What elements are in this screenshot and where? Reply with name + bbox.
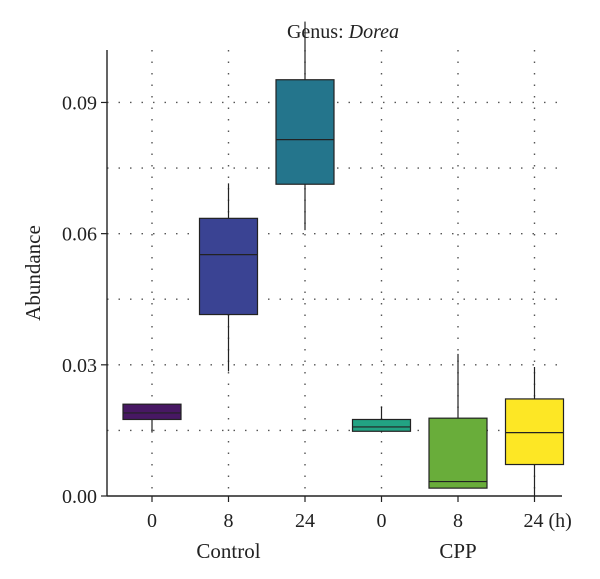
box-iqr (122, 403, 182, 421)
y-axis-label: Abundance (21, 225, 45, 321)
x-tick-label: 8 (453, 510, 463, 532)
group-label-cpp: CPP (439, 539, 476, 563)
box-control-0 (122, 403, 182, 433)
y-tick-label: 0.00 (62, 486, 97, 508)
axes (106, 50, 562, 497)
box-cpp-24 (504, 367, 565, 496)
x-tick-label: 24 (295, 510, 315, 532)
box-iqr (504, 398, 565, 466)
y-tick-label: 0.09 (62, 92, 97, 114)
box-series (122, 21, 565, 496)
chart-title: Genus: Dorea (287, 21, 399, 43)
box-cpp-8 (428, 353, 488, 489)
y-tick-label: 0.03 (62, 355, 97, 377)
group-label-control: Control (196, 539, 260, 563)
box-iqr (198, 217, 259, 316)
chart-title-prefix: Genus: (287, 21, 349, 43)
box-cpp-0 (351, 406, 412, 433)
box-iqr (275, 79, 335, 185)
box-control-8 (198, 183, 259, 372)
x-tick-label: 0 (377, 510, 387, 532)
x-tick-labels: 0 8 24 0 8 24 (h) (147, 496, 572, 532)
y-tick-label: 0.06 (62, 224, 97, 246)
box-iqr (351, 418, 412, 432)
y-tick-labels: 0.00 0.03 0.06 0.09 (62, 92, 107, 508)
x-tick-label: 8 (224, 510, 234, 532)
box-control-24 (275, 21, 335, 231)
group-labels: Control CPP (196, 539, 476, 563)
chart-title-genus: Dorea (348, 21, 399, 43)
box-iqr (428, 417, 488, 489)
x-tick-label: 0 (147, 510, 157, 532)
x-tick-label: 24 (h) (524, 510, 572, 532)
